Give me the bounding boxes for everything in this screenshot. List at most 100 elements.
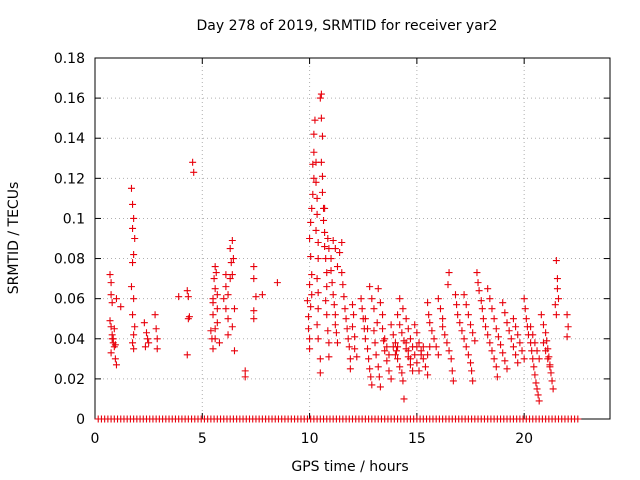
data-point	[477, 297, 485, 305]
data-point	[213, 319, 221, 327]
data-point	[210, 275, 218, 283]
x-tick-label: 20	[515, 431, 533, 447]
data-point	[227, 259, 235, 267]
x-tick-label: 15	[408, 431, 426, 447]
data-point	[329, 237, 337, 245]
data-point	[535, 397, 543, 405]
data-point	[108, 299, 116, 307]
data-point	[436, 305, 444, 313]
data-point	[537, 311, 545, 319]
data-point	[130, 214, 138, 222]
data-point	[503, 319, 511, 327]
data-point	[325, 339, 333, 347]
data-point	[329, 291, 337, 299]
data-point	[452, 291, 459, 299]
data-point	[379, 311, 387, 319]
data-point	[464, 351, 472, 359]
data-point	[309, 190, 317, 198]
grid-lines	[95, 58, 610, 419]
data-point	[396, 363, 404, 371]
data-point	[323, 269, 331, 277]
data-point	[349, 323, 356, 331]
data-point	[503, 365, 511, 373]
data-point	[213, 291, 221, 299]
data-point	[185, 313, 193, 321]
data-point	[430, 335, 438, 343]
data-point	[486, 339, 494, 347]
data-point	[512, 323, 520, 331]
data-point	[364, 325, 372, 333]
data-point	[492, 325, 500, 333]
data-point	[469, 329, 477, 337]
data-point	[144, 335, 152, 343]
data-point	[367, 373, 375, 381]
data-point	[127, 283, 135, 291]
data-point	[366, 365, 374, 373]
data-point	[321, 228, 329, 236]
data-point	[226, 245, 234, 253]
data-point	[212, 269, 220, 277]
data-point	[228, 323, 236, 331]
data-point	[222, 271, 230, 279]
data-point	[402, 339, 410, 347]
data-point	[413, 343, 421, 351]
data-point	[458, 327, 466, 335]
data-point	[421, 363, 429, 371]
data-point	[411, 321, 419, 329]
data-point	[308, 271, 316, 279]
data-point	[432, 343, 440, 351]
data-point	[413, 329, 421, 337]
data-point	[419, 343, 427, 351]
data-point	[324, 327, 332, 335]
data-point	[553, 275, 561, 283]
data-point	[317, 114, 325, 122]
data-point	[110, 325, 118, 333]
data-point	[404, 347, 412, 355]
data-point	[551, 301, 559, 309]
data-point	[370, 305, 378, 313]
data-point	[140, 319, 148, 327]
data-point	[211, 285, 219, 293]
data-point	[211, 325, 219, 333]
data-point	[175, 293, 183, 301]
data-point	[318, 188, 326, 196]
data-point	[409, 367, 417, 375]
data-point	[447, 355, 455, 363]
data-point	[209, 295, 217, 303]
data-point	[230, 347, 238, 355]
data-point	[106, 317, 114, 325]
data-point	[514, 359, 522, 367]
data-point	[226, 275, 234, 283]
data-point	[190, 168, 198, 176]
data-point	[385, 351, 393, 359]
y-tick-label: 0.1	[63, 211, 85, 227]
data-point	[533, 347, 541, 355]
data-point	[250, 263, 258, 271]
data-point	[424, 371, 432, 379]
data-point	[351, 345, 359, 353]
data-point	[323, 311, 331, 319]
y-tick-label: 0.02	[54, 372, 85, 388]
data-point	[307, 253, 315, 261]
data-point	[189, 158, 197, 166]
data-point	[361, 315, 369, 323]
data-point	[462, 301, 470, 309]
data-point	[230, 305, 238, 313]
data-point	[399, 305, 407, 313]
data-point	[434, 295, 442, 303]
data-point	[153, 345, 161, 353]
data-point	[453, 301, 461, 309]
data-point	[501, 357, 509, 365]
data-point	[394, 343, 402, 351]
data-point	[183, 287, 191, 295]
y-tick-label: 0.04	[54, 332, 85, 348]
data-point	[426, 343, 434, 351]
data-point	[400, 395, 408, 403]
data-point	[364, 345, 372, 353]
data-point	[425, 311, 433, 319]
data-point	[373, 319, 381, 327]
data-point	[332, 329, 340, 337]
y-tick-label: 0.18	[54, 51, 85, 67]
data-point	[385, 367, 393, 375]
data-point	[482, 323, 490, 331]
